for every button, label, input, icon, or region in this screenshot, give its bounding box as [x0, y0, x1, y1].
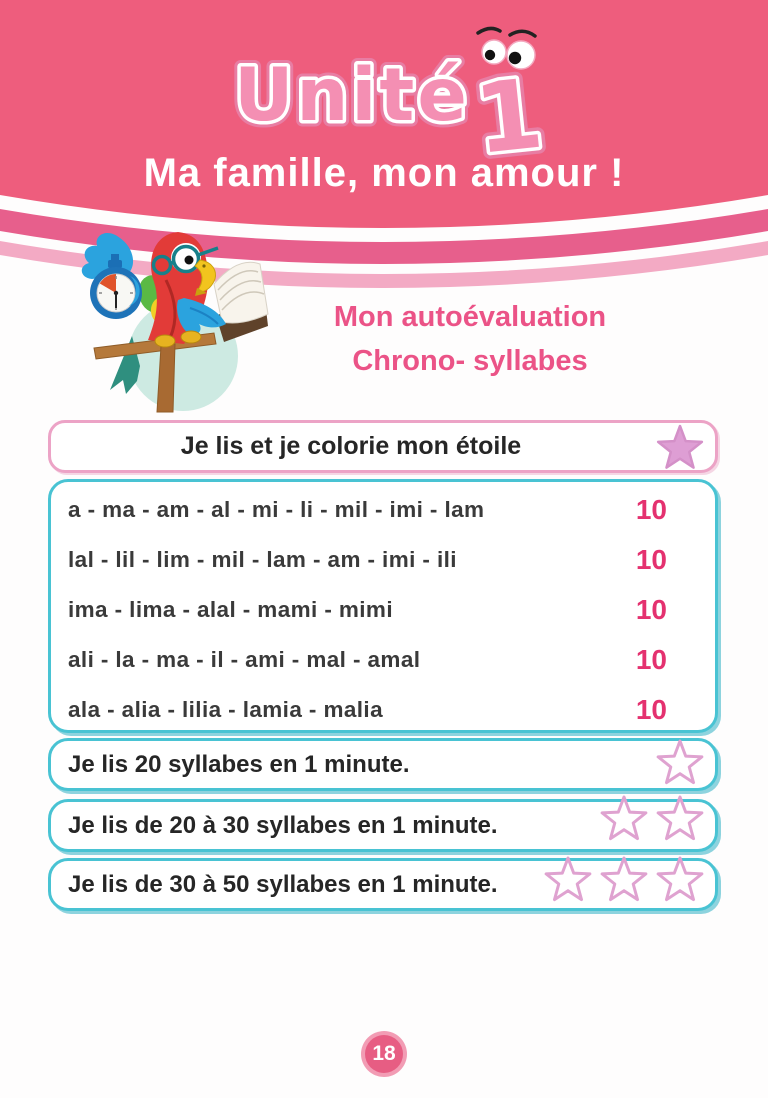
section-title: Mon autoévaluation Chrono- syllabes	[280, 303, 660, 376]
syllable-count: 10	[635, 694, 667, 725]
page-number: 18	[365, 1035, 403, 1073]
unit-title-outline: Unité	[234, 53, 470, 138]
page-subtitle: Ma famille, mon amour !	[143, 151, 625, 195]
colored-star-slot[interactable]	[655, 424, 703, 470]
star-rating-slot[interactable]	[543, 856, 705, 906]
parrot-right-wing	[177, 298, 226, 335]
syllables-text: ima - lima - alal - mami - mimi	[68, 597, 393, 622]
parrot-foot-left	[154, 334, 176, 348]
unit-title: Unité Unité	[228, 47, 474, 145]
speed-box-label: Je lis 20 syllabes en 1 minute.	[68, 750, 410, 778]
star-outline-icon	[599, 856, 649, 906]
star-outline-icon	[655, 856, 705, 906]
parrot-illustration	[81, 232, 269, 413]
table-row: ima - lima - alal - mami - mimi 10	[51, 585, 715, 635]
syllable-count: 10	[635, 494, 667, 525]
star-outline-icon	[599, 795, 649, 845]
star-outline-icon	[655, 739, 705, 789]
syllables-text: a - ma - am - al - mi - li - mil - imi -…	[68, 497, 485, 522]
stopwatch-icon	[90, 254, 142, 319]
speed-box-20: Je lis 20 syllabes en 1 minute.	[48, 738, 718, 791]
syllables-text: ali - la - ma - il - ami - mal - amal	[68, 647, 421, 672]
parrot-eye	[184, 255, 194, 265]
speed-box-label: Je lis de 20 à 30 syllabes en 1 minute.	[68, 811, 498, 839]
colorie-instruction-box: Je lis et je colorie mon étoile	[48, 420, 718, 473]
table-row: a - ma - am - al - mi - li - mil - imi -…	[51, 485, 715, 535]
star-filled-icon	[655, 424, 705, 474]
parrot-beak	[194, 259, 216, 296]
syllable-table: a - ma - am - al - mi - li - mil - imi -…	[48, 479, 718, 733]
header-banner: Unité Unité 1 1	[0, 0, 768, 288]
unit-title-text: Unité	[234, 53, 470, 138]
star-outline-icon	[543, 856, 593, 906]
table-row: ali - la - ma - il - ami - mal - amal 10	[51, 635, 715, 685]
speed-box-30-50: Je lis de 30 à 50 syllabes en 1 minute.	[48, 858, 718, 911]
book-icon	[213, 261, 269, 342]
speed-box-20-30: Je lis de 20 à 30 syllabes en 1 minute.	[48, 799, 718, 852]
syllable-count: 10	[635, 594, 667, 625]
colorie-instruction-label: Je lis et je colorie mon étoile	[180, 432, 522, 460]
page-number-badge: 18	[361, 1031, 407, 1077]
star-rating-slot[interactable]	[599, 795, 705, 845]
star-rating-slot[interactable]	[655, 739, 705, 789]
speed-box-label: Je lis de 30 à 50 syllabes en 1 minute.	[68, 870, 498, 898]
star-outline-icon	[655, 795, 705, 845]
section-title-line1: Mon autoévaluation	[333, 301, 607, 333]
syllables-text: lal - lil - lim - mil - lam - am - imi -…	[68, 547, 457, 572]
section-title-line2: Chrono- syllabes	[352, 345, 588, 377]
syllables-text: ala - alia - lilia - lamia - malia	[68, 697, 383, 722]
table-row: lal - lil - lim - mil - lam - am - imi -…	[51, 535, 715, 585]
syllable-count: 10	[635, 644, 667, 675]
unit-number-text: 1	[470, 58, 548, 176]
table-row: ala - alia - lilia - lamia - malia 10	[51, 685, 715, 735]
parrot-foot-right	[180, 330, 202, 344]
glasses-icon	[151, 244, 219, 276]
googly-eyes-icon	[476, 26, 537, 70]
header-background	[0, 0, 768, 228]
syllable-count: 10	[635, 544, 667, 575]
